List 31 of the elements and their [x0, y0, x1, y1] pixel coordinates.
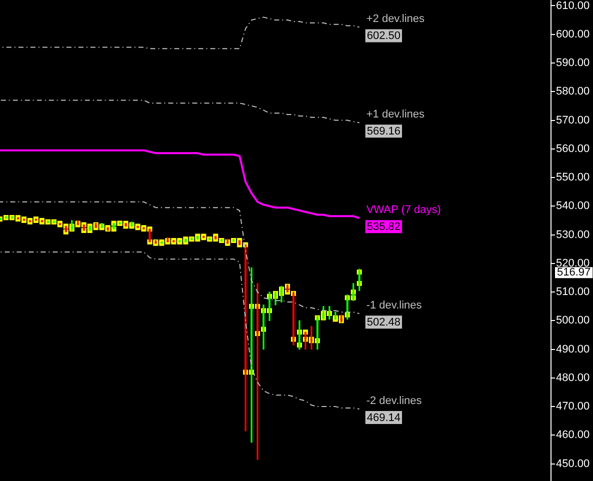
y-tick-label: 520.00 [556, 257, 590, 270]
y-tick-label: 470.00 [556, 400, 590, 413]
series-label: VWAP (7 days) [366, 204, 441, 216]
data-label: 469.14 [366, 412, 401, 424]
y-tick-label: 560.00 [556, 142, 590, 155]
y-tick-label: 610.00 [556, 0, 590, 12]
y-tick-label: 550.00 [556, 172, 590, 184]
y-tick-label: 580.00 [556, 86, 590, 98]
series-label: +1 dev.lines [366, 108, 426, 121]
line-series [0, 100, 360, 124]
series-label: +2 dev.lines [366, 13, 426, 26]
y-tick-label: 490.00 [556, 343, 590, 356]
data-label: 535.82 [366, 221, 401, 234]
series-label: -2 dev.lines [366, 395, 422, 408]
y-tick-label: 460.00 [556, 429, 590, 442]
y-tick-label: 600.00 [556, 28, 590, 40]
data-label: 569.16 [366, 126, 401, 138]
y-tick-label: 530.00 [556, 228, 590, 241]
y-tick-label: 570.00 [556, 114, 590, 126]
y-tick-label: 540.00 [556, 200, 590, 212]
line-series [0, 16, 360, 50]
series-label: -1 dev.lines [366, 300, 422, 312]
data-label: 502.48 [366, 316, 401, 329]
y-tick-label: 480.00 [556, 372, 590, 384]
y-tick-label: 450.00 [556, 458, 590, 470]
y-tick-label: 510.00 [556, 286, 590, 298]
y-tick-label: 590.00 [556, 57, 590, 70]
line-series [0, 251, 360, 410]
text: 516.97 [557, 266, 591, 279]
y-tick-label: 500.00 [556, 314, 590, 327]
data-label: 602.50 [366, 30, 401, 42]
